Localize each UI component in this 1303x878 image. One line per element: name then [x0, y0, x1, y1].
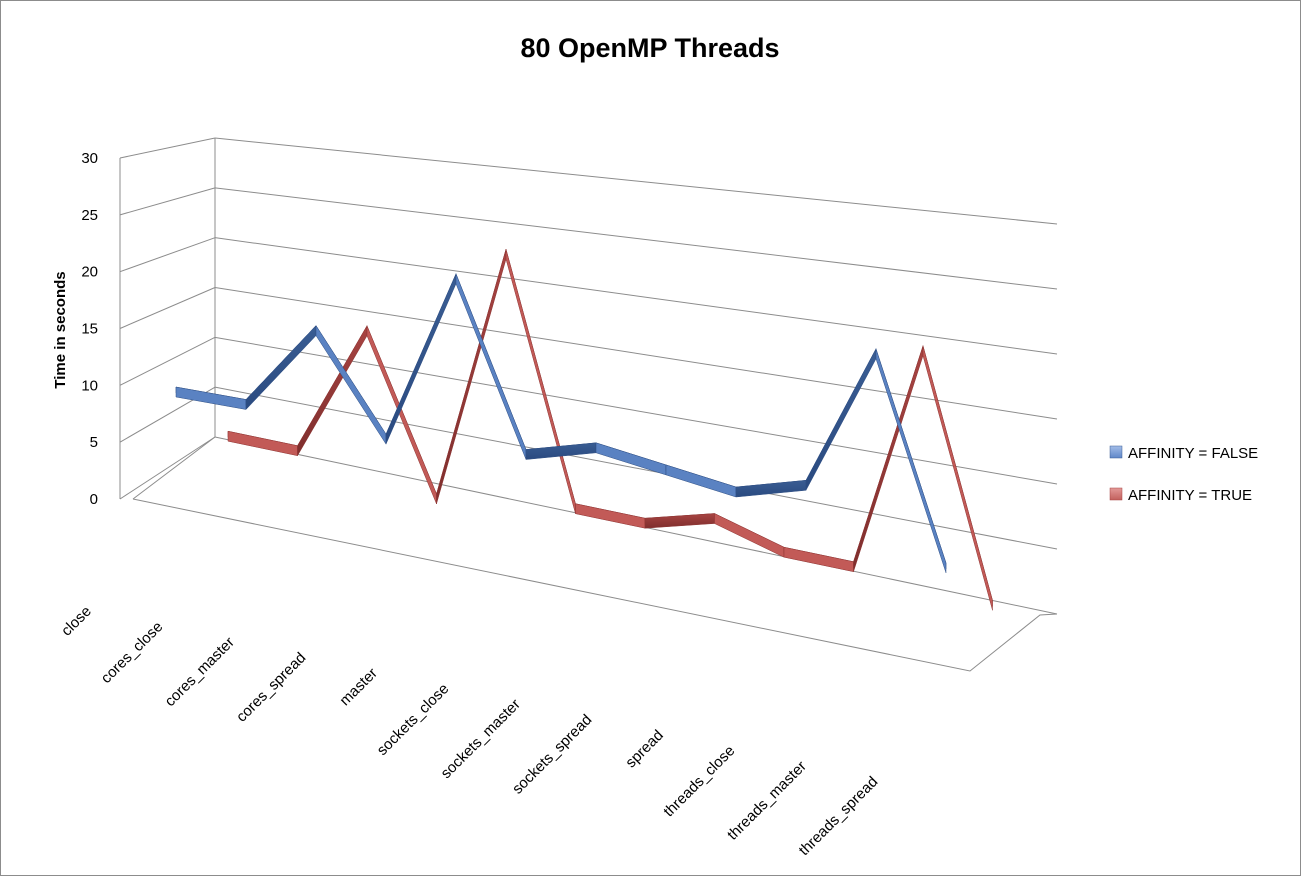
series-segment-front — [227, 430, 298, 457]
x-category-label: threads_master — [724, 758, 810, 844]
y-tick-label: 25 — [81, 207, 98, 224]
legend-label-true: AFFINITY = TRUE — [1128, 487, 1252, 504]
x-category-label: cores_master — [162, 634, 238, 710]
x-category-label: threads_spread — [796, 773, 882, 859]
y-tick-labels: 0 5 10 15 20 25 30 — [81, 150, 98, 508]
x-category-label: spread — [622, 727, 666, 771]
floor-left-edge — [132, 436, 216, 500]
series-segment-front — [575, 503, 646, 529]
series-segment-front — [644, 513, 715, 529]
y-tick-label: 10 — [81, 377, 98, 394]
legend-item-true: AFFINITY = TRUE — [1109, 487, 1252, 504]
series-segment-front — [175, 386, 247, 410]
floor-edge — [132, 498, 1058, 672]
y-tick-label: 20 — [81, 264, 98, 281]
x-category-label: cores_close — [98, 618, 167, 687]
legend-swatch-false — [1109, 445, 1123, 459]
series-segment-front — [875, 348, 947, 573]
legend: AFFINITY = FALSE AFFINITY = TRUE — [1109, 445, 1258, 504]
gridline-side — [119, 237, 216, 273]
legend-label-false: AFFINITY = FALSE — [1128, 445, 1258, 462]
x-category-labels: close cores_closecores_mastercores_spread… — [58, 603, 881, 859]
x-category-label: sockets_spread — [509, 711, 595, 797]
legend-item-false: AFFINITY = FALSE — [1109, 445, 1258, 462]
gridline-side — [119, 436, 216, 500]
x-category-label: close — [58, 603, 95, 640]
gridline-back — [214, 187, 1058, 290]
x-category-label: sockets_master — [438, 696, 524, 782]
series-segment-front — [505, 249, 576, 514]
y-tick-label: 5 — [90, 434, 98, 451]
series-affinity-false — [175, 273, 947, 573]
gridlines — [119, 137, 1058, 615]
series-affinity-true — [227, 249, 993, 611]
series-segment-front — [245, 324, 317, 411]
series-segment-front — [922, 345, 993, 611]
y-tick-label: 30 — [81, 150, 98, 167]
gridline-side — [119, 137, 216, 159]
x-category-label: cores_spread — [233, 649, 309, 725]
series-segment-front — [595, 442, 667, 476]
axes — [119, 138, 1058, 672]
gridline-back — [214, 237, 1058, 355]
y-tick-label: 15 — [81, 321, 98, 338]
legend-swatch-true — [1109, 487, 1123, 501]
y-axis-label: Time in seconds — [52, 271, 69, 388]
gridline-back — [214, 287, 1058, 420]
gridline-back — [214, 386, 1058, 550]
series-segment-front — [714, 513, 785, 558]
series-segment-front — [805, 348, 877, 491]
series-segment-front — [665, 464, 737, 498]
gridline-side — [119, 287, 216, 329]
x-category-label: threads_close — [660, 742, 738, 820]
chart-title: 80 OpenMP Threads — [520, 33, 779, 63]
x-category-label: master — [336, 665, 380, 709]
gridline-back — [214, 336, 1058, 485]
y-tick-label: 0 — [90, 491, 98, 508]
gridline-side — [119, 336, 216, 386]
series-segment-front — [783, 546, 854, 573]
series-segment-front — [315, 324, 387, 445]
series-segment-front — [385, 273, 457, 445]
x-category-label: sockets_close — [374, 680, 453, 759]
gridline-back — [214, 137, 1058, 225]
gridline-side — [119, 187, 216, 216]
